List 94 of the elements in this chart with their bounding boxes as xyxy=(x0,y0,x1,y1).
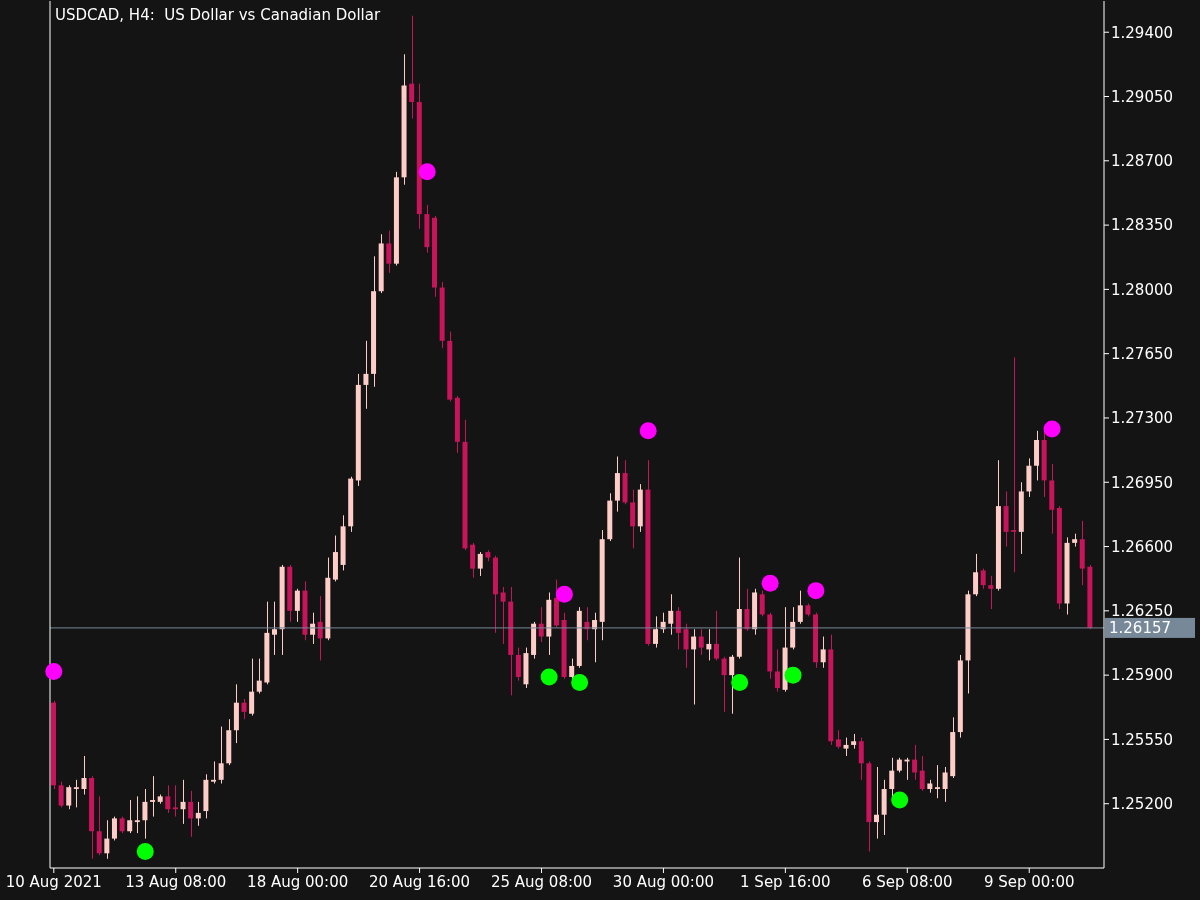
candlestick xyxy=(835,729,841,750)
candlestick xyxy=(104,819,110,860)
x-tick-label: 9 Sep 00:00 xyxy=(983,872,1075,891)
y-tick-label: 1.25900 xyxy=(1111,666,1174,685)
candlestick xyxy=(363,340,369,410)
candlestick xyxy=(934,764,940,799)
candlestick xyxy=(980,568,986,590)
y-tick-label: 1.26600 xyxy=(1111,537,1174,556)
chart-title: USDCAD, H4: US Dollar vs Canadian Dollar xyxy=(55,6,381,24)
x-tick-label: 18 Aug 00:00 xyxy=(247,872,349,891)
point xyxy=(639,422,657,440)
candlestick xyxy=(111,816,117,841)
candlestick xyxy=(66,784,72,810)
candlestick xyxy=(134,795,140,834)
candlestick xyxy=(843,737,849,757)
candlestick xyxy=(386,230,392,274)
y-tick-label: 1.26250 xyxy=(1111,602,1174,621)
point xyxy=(571,673,589,691)
candlestick xyxy=(858,737,864,781)
candlestick xyxy=(172,784,178,818)
candlestick xyxy=(988,575,994,610)
y-tick-label: 1.27300 xyxy=(1111,409,1174,428)
candlestick xyxy=(691,628,697,706)
candlestick xyxy=(294,588,300,623)
candlestick xyxy=(127,799,133,834)
candlestick xyxy=(1011,356,1017,573)
candlestick xyxy=(630,489,636,549)
candlestick xyxy=(211,760,217,784)
point xyxy=(418,163,436,181)
candlestick xyxy=(81,755,87,796)
candlestick xyxy=(973,553,979,597)
candlestick xyxy=(653,615,659,649)
y-tick-label: 1.29050 xyxy=(1111,87,1174,106)
point xyxy=(807,582,825,600)
point xyxy=(136,842,154,860)
candlestick xyxy=(218,726,224,784)
candlestick xyxy=(470,542,476,579)
candlestick xyxy=(515,647,521,682)
point xyxy=(761,574,779,592)
x-tick-label: 30 Aug 00:00 xyxy=(612,872,715,891)
candlestick xyxy=(249,658,255,717)
y-tick-label: 1.25200 xyxy=(1111,795,1174,814)
candlestick xyxy=(142,788,148,840)
candlestick xyxy=(150,775,156,818)
y-tick-label: 1.25550 xyxy=(1111,730,1174,749)
x-tick-label: 1 Sep 16:00 xyxy=(740,872,831,891)
y-tick-label: 1.28700 xyxy=(1111,152,1174,171)
candlestick xyxy=(759,590,765,617)
candlestick xyxy=(569,658,575,680)
y-tick-label: 1.28000 xyxy=(1111,280,1174,299)
candlestick xyxy=(797,590,803,625)
x-tick-label: 25 Aug 08:00 xyxy=(490,872,593,891)
point xyxy=(731,673,749,691)
candlestick xyxy=(683,623,689,669)
candlestick xyxy=(73,779,79,808)
candlestick xyxy=(180,779,186,825)
candlestick xyxy=(942,766,948,803)
candlestick xyxy=(729,654,735,715)
candlestick xyxy=(675,606,681,650)
candlestick xyxy=(698,628,704,656)
point xyxy=(784,666,802,684)
candlestick xyxy=(889,757,895,797)
point xyxy=(555,585,573,603)
candlestick xyxy=(409,15,415,120)
candlestick xyxy=(820,636,826,669)
candlestick xyxy=(165,784,171,814)
x-tick-label: 13 Aug 08:00 xyxy=(125,872,227,891)
point xyxy=(45,662,63,680)
x-tick-label: 20 Aug 16:00 xyxy=(369,872,471,891)
candlestick xyxy=(874,766,880,840)
candlestick xyxy=(256,658,262,694)
point xyxy=(540,668,558,686)
candlestick xyxy=(241,698,247,720)
candlestick xyxy=(713,610,719,661)
point xyxy=(891,791,909,809)
candlestick xyxy=(721,656,727,713)
candlestick xyxy=(96,795,102,856)
x-tick-label: 6 Sep 08:00 xyxy=(862,872,953,891)
candlestick xyxy=(668,593,674,636)
y-tick-label: 1.27650 xyxy=(1111,345,1174,363)
y-tick-label: 1.28350 xyxy=(1111,216,1174,235)
candlestick xyxy=(500,586,506,645)
candlestick xyxy=(188,790,194,838)
candlestick xyxy=(919,755,925,792)
candlestick xyxy=(58,781,64,808)
x-tick-label: 10 Aug 2021 xyxy=(5,872,102,891)
ref-line-label: 1.26157 xyxy=(1109,619,1172,638)
y-tick-label: 1.26950 xyxy=(1111,473,1174,492)
candlestick xyxy=(271,601,277,656)
point xyxy=(1043,420,1061,438)
candlestick xyxy=(774,648,780,693)
candlestick xyxy=(477,551,483,577)
candlestick xyxy=(912,744,918,781)
y-tick-label: 1.29400 xyxy=(1111,23,1174,42)
